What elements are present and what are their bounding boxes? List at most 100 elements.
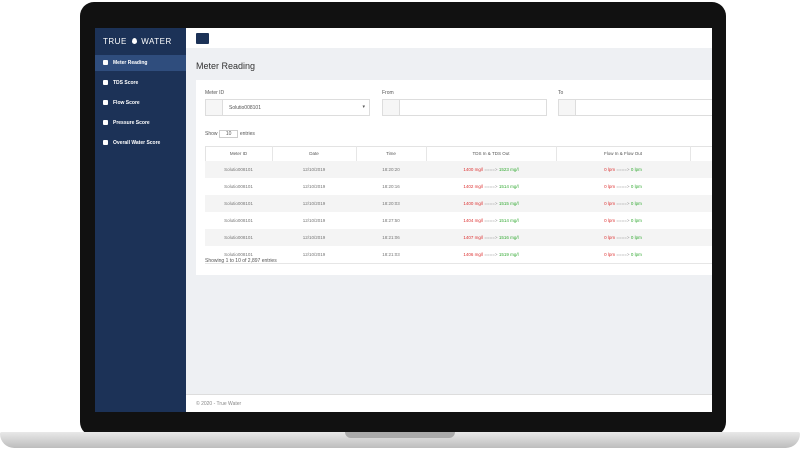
length-after: entries	[239, 131, 255, 137]
value-in: 1406 mg/l	[463, 252, 484, 257]
nav-label: TDS Score	[113, 80, 139, 86]
column-header[interactable]: Flow In & Flow Out	[603, 151, 642, 156]
value-out: 0 lpm	[630, 235, 642, 240]
column-header[interactable]: Date	[309, 151, 319, 156]
arrow: ====>	[484, 218, 498, 223]
filter-label: From	[382, 90, 394, 96]
arrow: ====>	[616, 252, 630, 257]
cell-time: 18:21:03	[382, 252, 400, 257]
value-in: 0 lpm	[604, 252, 616, 257]
cell-time: 18:20:20	[382, 167, 400, 172]
arrow: ====>	[616, 167, 630, 172]
arrow: ====>	[484, 201, 498, 206]
length-select[interactable]: 10	[218, 130, 239, 138]
value-out: 0 lpm	[630, 167, 642, 172]
arrow: ====>	[484, 235, 498, 240]
cell-time: 18:21:06	[382, 235, 400, 240]
select-value: Solutio008101	[229, 105, 261, 111]
length-control: Show 10 entries	[205, 130, 255, 138]
nav-label: Flow Score	[113, 100, 140, 106]
arrow: ====>	[484, 252, 498, 257]
cell-tds: 1404 mg/l ====> 1514 mg/l	[426, 212, 556, 229]
value-out: 1519 mg/l	[498, 252, 519, 257]
nav-icon	[103, 60, 108, 65]
table-info: Showing 1 to 10 of 2,897 entries	[205, 258, 277, 264]
cell-meter-id: Solutio008101	[224, 235, 253, 240]
cell-meter-id: Solutio008101	[224, 184, 253, 189]
column-header[interactable]: Meter ID	[229, 151, 248, 156]
value-out: 0 lpm	[630, 218, 642, 223]
cell-tds: 1407 mg/l ====> 1516 mg/l	[426, 229, 556, 246]
cell-meter-id: Solutio008101	[224, 252, 253, 257]
value-in: 0 lpm	[604, 201, 616, 206]
nav-item[interactable]: TDS Score	[95, 75, 186, 91]
from-input[interactable]	[382, 99, 547, 116]
icon-box	[206, 100, 223, 115]
cell-tds: 1402 mg/l ====> 1514 mg/l	[426, 178, 556, 195]
value-in: 0 lpm	[604, 218, 616, 223]
nav-label: Meter Reading	[113, 60, 148, 66]
arrow: ====>	[616, 235, 630, 240]
meter-select[interactable]: Solutio008101 ▾	[205, 99, 370, 116]
screen: TRUE WATER Meter Reading TDS Score Flow Sc…	[95, 28, 712, 412]
footer: © 2020 - True Water	[186, 394, 712, 412]
value-out: 1514 mg/l	[498, 218, 519, 223]
cell-meter-id: Solutio008101	[224, 201, 253, 206]
page-title: Meter Reading	[196, 61, 256, 71]
drop-icon	[131, 38, 137, 44]
value-out: 1523 mg/l	[498, 167, 519, 172]
data-table: Meter ID Date Time TDS In & TDS Out Flow In …	[205, 146, 712, 264]
laptop-base	[0, 432, 800, 448]
cell-tds: 1406 mg/l ====> 1519 mg/l	[426, 246, 556, 263]
brand-right: WATER	[141, 37, 172, 46]
icon-box	[559, 100, 576, 115]
arrow: ====>	[484, 167, 498, 172]
nav-icon	[103, 140, 108, 145]
value-in: 1400 mg/l	[463, 167, 484, 172]
sidebar: TRUE WATER Meter Reading TDS Score Flow Sc…	[95, 28, 186, 412]
value-in: 1400 mg/l	[463, 201, 484, 206]
value-out: 1515 mg/l	[498, 201, 519, 206]
cell-date: 12/10/2019	[302, 201, 326, 206]
value-out: 1516 mg/l	[498, 235, 519, 240]
brand: TRUE WATER	[103, 37, 172, 46]
notch	[345, 432, 455, 438]
cell-date: 12/10/2019	[302, 252, 326, 257]
nav-label: Pressure Score	[113, 120, 150, 126]
filter-label: To	[558, 90, 564, 96]
brand-left: TRUE	[103, 37, 127, 46]
cell-meter-id: Solutio008101	[224, 218, 253, 223]
arrow: ====>	[616, 218, 630, 223]
to-input[interactable]	[558, 99, 712, 116]
value-out: 0 lpm	[630, 201, 642, 206]
cell-tds: 1400 mg/l ====> 1523 mg/l	[426, 161, 556, 178]
cell-flow: 0 lpm ====> 0 lpm	[556, 212, 690, 229]
nav-label: Overall Water Score	[113, 140, 161, 146]
menu-toggle[interactable]	[196, 33, 209, 44]
icon-box	[383, 100, 400, 115]
cell-time: 18:20:16	[382, 184, 400, 189]
nav-item[interactable]: Flow Score	[95, 95, 186, 111]
value-in: 1402 mg/l	[463, 184, 484, 189]
value-in: 1404 mg/l	[463, 218, 484, 223]
nav-item[interactable]: Meter Reading	[95, 55, 186, 71]
value-out: 0 lpm	[630, 184, 642, 189]
value-in: 0 lpm	[604, 235, 616, 240]
cell-flow: 0 lpm ====> 0 lpm	[556, 229, 690, 246]
cell-date: 12/10/2019	[302, 167, 326, 172]
nav-item[interactable]: Overall Water Score	[95, 135, 186, 151]
column-header[interactable]: TDS In & TDS Out	[472, 151, 510, 156]
column-header[interactable]: Time	[386, 151, 396, 156]
nav-icon	[103, 100, 108, 105]
cell-meter-id: Solutio008101	[224, 167, 253, 172]
value-in: 1407 mg/l	[463, 235, 484, 240]
value-in: 0 lpm	[604, 167, 616, 172]
cell-time: 18:27:50	[382, 218, 400, 223]
arrow: ====>	[616, 201, 630, 206]
nav-item[interactable]: Pressure Score	[95, 115, 186, 131]
value-out: 0 lpm	[630, 252, 642, 257]
cell-tds: 1400 mg/l ====> 1515 mg/l	[426, 195, 556, 212]
cell-date: 12/10/2019	[302, 184, 326, 189]
filter-label: Meter ID	[205, 90, 225, 96]
